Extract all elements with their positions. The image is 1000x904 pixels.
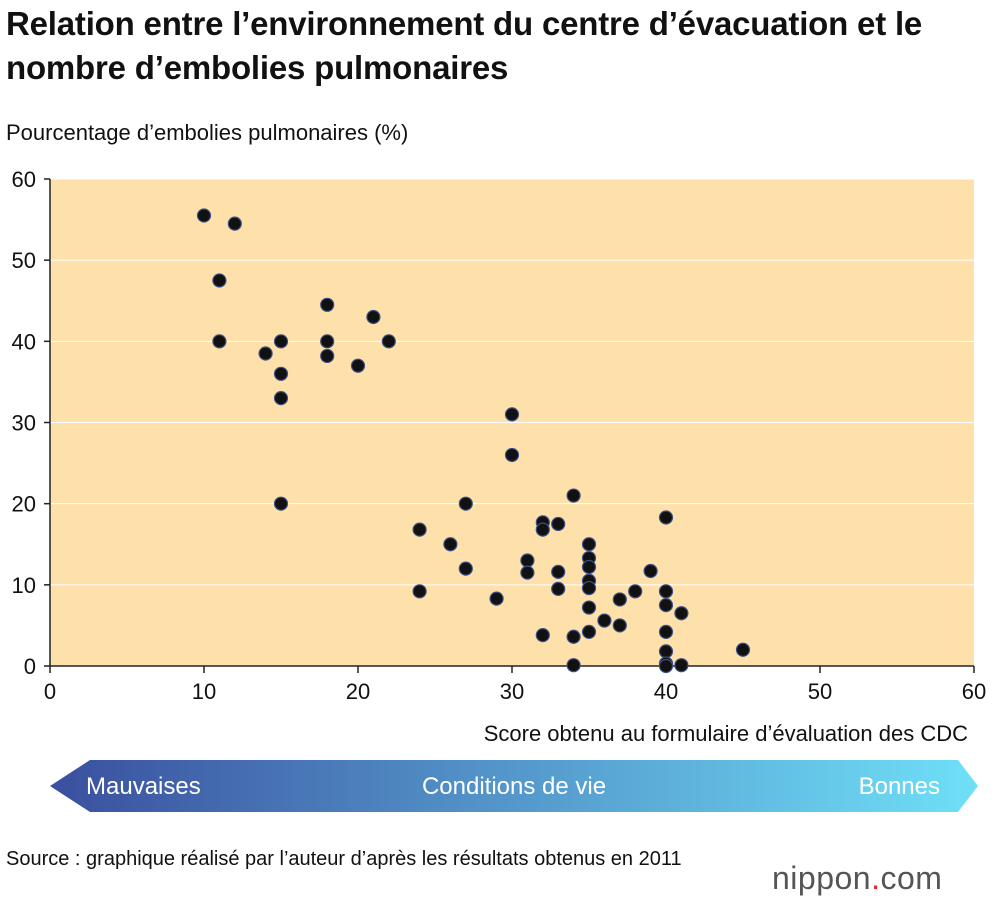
data-point: [520, 553, 535, 568]
source-note: Source : graphique réalisé par l’auteur …: [6, 848, 682, 870]
data-point: [581, 580, 597, 596]
data-point: [581, 537, 597, 552]
data-point: [612, 592, 627, 607]
data-point: [551, 564, 566, 579]
y-tick-label: 10: [12, 573, 36, 598]
gridlines: [50, 178, 974, 586]
chart-title: Relation entre l’environnement du centre…: [6, 5, 923, 86]
arrow-center-label: Conditions de vie: [422, 773, 606, 800]
y-tick-label: 0: [24, 654, 36, 679]
data-point: [458, 496, 473, 511]
data-point: [504, 407, 520, 422]
y-tick-labels: 0 10 20 30 40 50 60: [12, 167, 36, 679]
data-point: [350, 358, 366, 373]
y-tick-label: 30: [12, 411, 36, 436]
x-tick-label: 20: [346, 679, 370, 704]
data-point: [597, 613, 612, 628]
data-point: [658, 644, 674, 659]
data-point: [735, 642, 751, 657]
data-point: [658, 658, 674, 674]
x-tick-label: 30: [500, 679, 524, 704]
data-point: [381, 334, 396, 349]
data-point: [273, 366, 289, 381]
data-point: [273, 496, 289, 511]
data-point: [212, 273, 227, 288]
data-point: [674, 658, 689, 673]
data-point: [674, 606, 689, 621]
data-point: [320, 348, 335, 364]
data-point: [320, 334, 335, 349]
y-tick-label: 40: [12, 329, 36, 354]
brand-dot: .: [871, 860, 881, 896]
x-tick-label: 40: [654, 679, 678, 704]
data-points: [196, 208, 751, 674]
data-point: [643, 563, 658, 579]
data-point: [458, 561, 473, 576]
data-point: [566, 629, 581, 644]
data-point: [612, 618, 627, 633]
data-point: [581, 624, 597, 640]
data-point: [320, 297, 335, 312]
data-point: [658, 624, 674, 640]
brand-suffix: com: [880, 860, 943, 896]
data-point: [658, 584, 674, 599]
y-tick-label: 50: [12, 248, 36, 273]
x-tick-label: 10: [192, 679, 216, 704]
data-point: [551, 581, 566, 596]
data-point: [581, 559, 597, 575]
arrow-left-label: Mauvaises: [86, 773, 201, 800]
data-point: [566, 658, 581, 673]
nippon-logo: nippon.com: [772, 860, 942, 897]
data-point: [504, 447, 520, 463]
data-point: [566, 488, 581, 503]
brand-name: nippon: [772, 860, 872, 896]
data-point: [412, 522, 427, 537]
x-tick-label: 60: [962, 679, 986, 704]
data-point: [658, 598, 674, 613]
data-point: [520, 565, 535, 580]
data-point: [535, 628, 550, 643]
x-tick-label: 0: [44, 679, 56, 704]
y-tick-label: 60: [12, 167, 36, 192]
conditions-arrow: [50, 760, 978, 812]
data-point: [628, 584, 643, 599]
data-point: [489, 591, 504, 606]
data-point: [196, 208, 212, 223]
data-point: [581, 600, 597, 615]
data-point: [273, 391, 289, 406]
data-point: [443, 537, 458, 552]
y-tick-label: 20: [12, 492, 36, 517]
data-point: [366, 309, 381, 325]
data-point: [258, 346, 273, 361]
x-axis-label: Score obtenu au formulaire d’évaluation …: [484, 721, 968, 746]
data-point: [212, 334, 227, 349]
data-point: [273, 334, 289, 349]
data-point: [412, 584, 427, 599]
y-axis-label: Pourcentage d’embolies pulmonaires (%): [6, 120, 409, 145]
x-tick-label: 50: [808, 679, 832, 704]
data-point: [535, 522, 550, 537]
data-point: [227, 216, 242, 231]
x-tick-labels: 0 10 20 30 40 50 60: [44, 679, 986, 704]
data-point: [551, 516, 566, 532]
arrow-right-label: Bonnes: [859, 773, 940, 800]
data-point: [658, 510, 674, 525]
